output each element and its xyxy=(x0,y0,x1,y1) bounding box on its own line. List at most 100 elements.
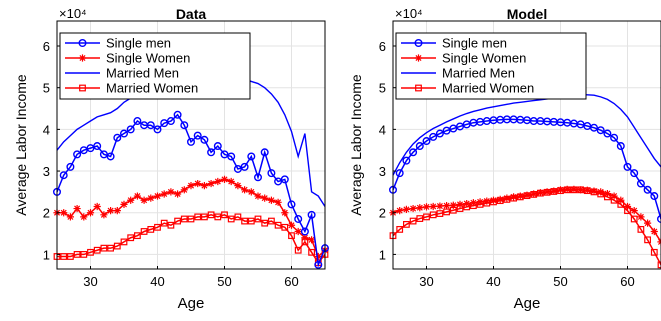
data-point xyxy=(489,196,498,204)
data-point xyxy=(180,186,188,194)
data-point xyxy=(456,200,464,208)
data-point xyxy=(66,162,75,171)
data-point xyxy=(247,217,255,225)
legend-label: Married Women xyxy=(442,81,534,96)
data-point xyxy=(200,135,209,144)
y-tick-label: 4 xyxy=(43,122,50,137)
data-point xyxy=(173,110,182,119)
data-point xyxy=(73,251,81,258)
legend-item-married-women: Married Women xyxy=(65,81,198,96)
data-point xyxy=(73,150,82,159)
data-point xyxy=(294,227,302,236)
legend-label: Single men xyxy=(106,36,171,51)
data-point xyxy=(100,211,108,219)
data-point xyxy=(610,133,619,142)
data-point xyxy=(261,194,269,202)
data-point xyxy=(630,207,638,215)
data-point xyxy=(396,207,404,215)
y-tick-label: 6 xyxy=(379,39,386,54)
data-point xyxy=(630,215,638,223)
data-point xyxy=(556,186,565,194)
series-married-men xyxy=(392,94,661,176)
data-point xyxy=(194,179,202,188)
data-point xyxy=(617,196,625,204)
data-point xyxy=(429,202,437,211)
data-point xyxy=(60,253,68,260)
data-point xyxy=(174,190,182,198)
y-tick-label: 1 xyxy=(43,247,50,262)
legend-label: Single Women xyxy=(106,51,190,66)
data-point xyxy=(194,213,202,221)
data-point xyxy=(120,238,128,246)
data-point xyxy=(610,192,618,200)
data-point xyxy=(308,236,316,244)
data-point xyxy=(166,117,175,126)
data-point xyxy=(268,217,275,225)
data-point xyxy=(274,198,282,206)
x-axis-label: Age xyxy=(178,295,205,312)
data-point xyxy=(623,162,632,171)
data-point xyxy=(133,117,142,126)
data-point xyxy=(443,202,451,210)
legend-item-married-men: Married Men xyxy=(65,66,179,81)
data-point xyxy=(603,129,612,138)
data-point xyxy=(476,198,484,206)
data-point xyxy=(396,226,404,233)
data-point xyxy=(174,217,182,225)
data-point xyxy=(422,203,431,211)
data-point xyxy=(301,234,309,242)
data-point xyxy=(66,213,74,221)
legend-marker xyxy=(414,39,423,48)
data-point xyxy=(435,129,444,138)
data-point xyxy=(300,227,309,236)
y-tick-label: 4 xyxy=(379,122,386,137)
data-point xyxy=(247,152,256,161)
legend-label: Married Men xyxy=(106,66,179,81)
legend-marker xyxy=(78,54,87,62)
legend-item-single-men: Single men xyxy=(65,36,171,51)
data-point xyxy=(267,196,275,204)
data-point xyxy=(160,219,168,227)
data-point xyxy=(221,211,228,219)
data-point xyxy=(80,251,88,258)
data-point xyxy=(73,204,81,213)
data-point xyxy=(643,185,652,194)
panel-data: 30 40 50 60 1 2 3 4 5 6 Data ×10⁴ Average Labor I… xyxy=(13,6,330,312)
data-point xyxy=(416,204,424,212)
data-point xyxy=(409,204,417,213)
data-point xyxy=(402,205,410,213)
data-point xyxy=(590,187,598,195)
data-point xyxy=(463,199,471,208)
data-point xyxy=(436,202,444,210)
data-point xyxy=(220,175,229,183)
data-point xyxy=(60,209,68,217)
y-tick-label: 6 xyxy=(43,39,50,54)
data-point xyxy=(570,185,578,193)
data-point xyxy=(294,214,303,223)
data-point xyxy=(93,142,102,151)
y-tick-label: 2 xyxy=(43,206,50,221)
data-point xyxy=(550,187,558,195)
data-point xyxy=(483,197,491,205)
data-point xyxy=(247,188,255,196)
data-point xyxy=(147,226,155,233)
x-tick-label: 60 xyxy=(284,274,298,289)
data-point xyxy=(153,125,162,134)
x-tick-label: 50 xyxy=(553,274,567,289)
data-point xyxy=(140,228,148,235)
legend-item-single-women: Single Women xyxy=(401,51,526,66)
axes-box xyxy=(392,20,661,270)
legend-label: Married Women xyxy=(106,81,198,96)
series-line xyxy=(392,94,661,176)
legend-item-married-women: Married Women xyxy=(401,81,534,96)
data-point xyxy=(213,142,222,151)
data-point xyxy=(260,148,269,157)
data-point xyxy=(281,223,289,231)
data-point xyxy=(214,177,222,186)
x-tick-label: 40 xyxy=(150,274,164,289)
data-point xyxy=(409,148,418,157)
data-point xyxy=(147,194,155,202)
data-point xyxy=(187,215,195,223)
data-point xyxy=(193,131,202,140)
